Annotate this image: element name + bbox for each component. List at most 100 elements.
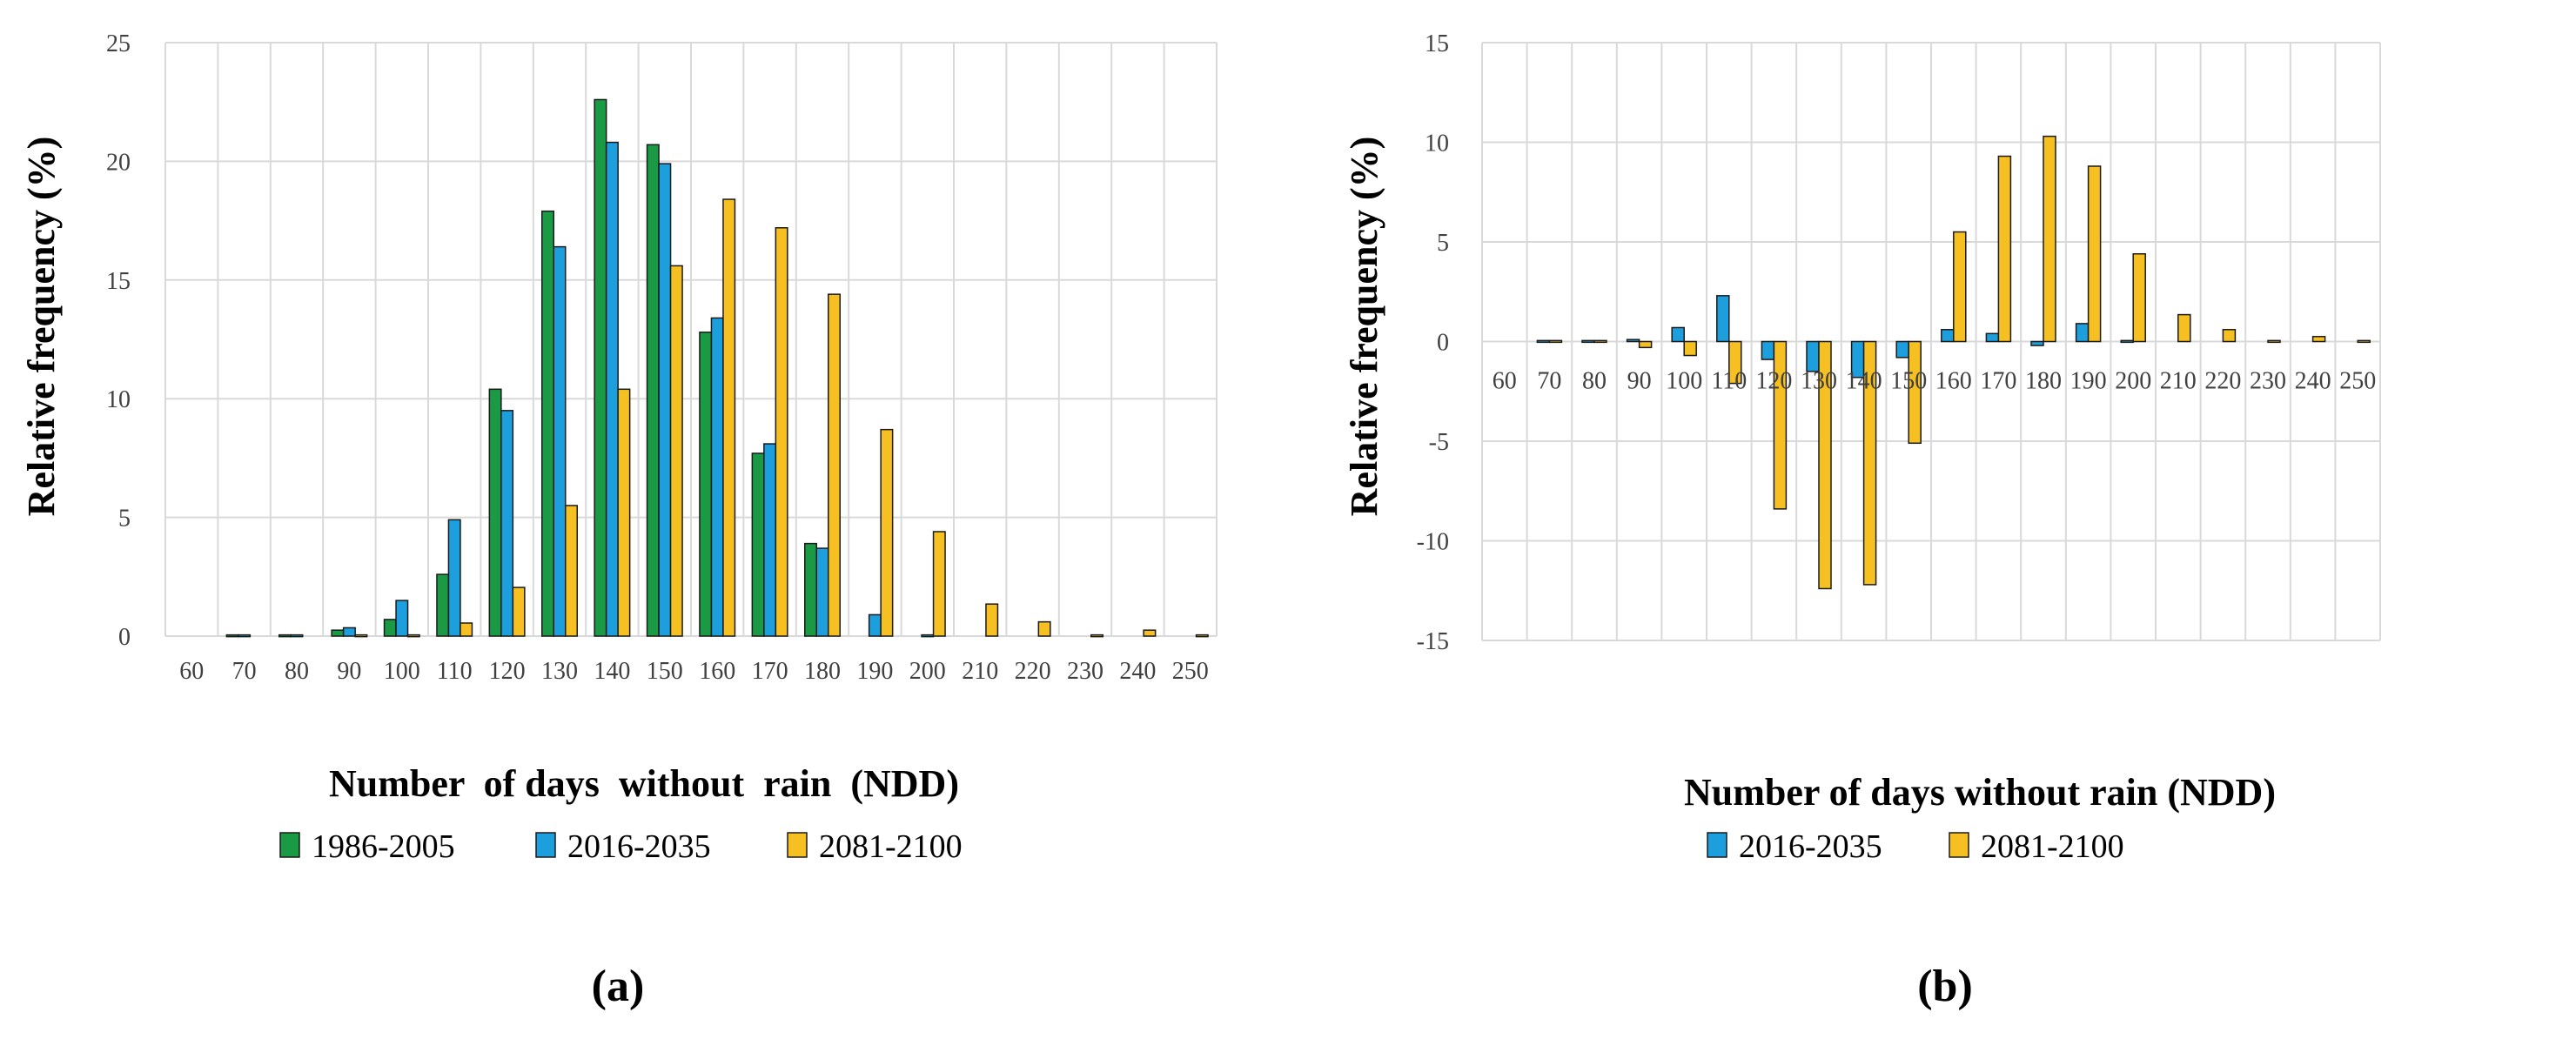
bar-2081-2100-200 (932, 531, 946, 637)
chart-a-x-tick-240: 240 (1119, 658, 1156, 685)
chart-a-y-tick-25: 25 (106, 30, 131, 57)
bar-2081-2100-140 (1862, 340, 1877, 586)
legend-label-2016-2035: 2016-2035 (567, 828, 711, 865)
bar-2081-2100-150 (669, 265, 683, 637)
bar-2081-2100-160 (722, 198, 736, 637)
bar-2081-2100-90 (1638, 340, 1653, 349)
bar-2081-2100-180 (828, 293, 841, 637)
chart-a-y-tick-labels: 0 5 10 15 20 25 (106, 30, 131, 651)
chart-panel-a: 0 5 10 15 20 25 60 70 80 90 100 110 120 130 140 150 160… (20, 30, 1218, 1011)
chart-b-x-tick-250: 250 (2339, 368, 2376, 395)
chart-b-x-tick-240: 240 (2295, 368, 2331, 395)
chart-b-x-tick-220: 220 (2204, 368, 2241, 395)
chart-b-x-tick-90: 90 (1627, 368, 1652, 395)
chart-b-x-tick-60: 60 (1493, 368, 1517, 395)
bar-2081-2100-220 (1037, 620, 1051, 637)
bar-1986-2005-140 (594, 98, 607, 637)
bar-2081-2100-160 (1953, 231, 1967, 343)
bar-2016-2035-90 (1626, 338, 1640, 343)
bar-2081-2100-190 (880, 428, 894, 637)
chart-b-x-tick-170: 170 (1980, 368, 2016, 395)
bar-2081-2100-210 (985, 603, 999, 637)
chart-b-y-axis-title: Relative frequency (%) (1343, 137, 1385, 517)
bar-2016-2035-170 (1985, 332, 2000, 343)
chart-b-x-tick-80: 80 (1582, 368, 1607, 395)
chart-b-legend: 2016-2035 2081-2100 (1707, 828, 2124, 865)
chart-a-x-tick-110: 110 (437, 658, 473, 685)
chart-b-y-tick-5: -5 (1429, 429, 1449, 456)
chart-a-gridlines (164, 42, 1218, 637)
bar-2016-2035-190 (868, 613, 882, 637)
chart-b-y-tick-10: 10 (1425, 131, 1449, 158)
bar-2016-2035-160 (710, 317, 724, 637)
chart-b-x-tick-200: 200 (2115, 368, 2151, 395)
bar-2081-2100-130 (565, 505, 578, 637)
chart-b-y-tick-15: 15 (1425, 30, 1449, 57)
bar-2016-2035-190 (2075, 323, 2090, 343)
bar-2016-2035-200 (2120, 339, 2134, 344)
chart-a-x-tick-150: 150 (647, 658, 683, 685)
chart-b-x-tick-70: 70 (1537, 368, 1561, 395)
chart-b-x-tick-110: 110 (1711, 368, 1747, 395)
chart-b-x-tick-120: 120 (1755, 368, 1792, 395)
chart-a-y-tick-5: 5 (118, 506, 131, 533)
bar-2081-2100-250 (2357, 339, 2371, 344)
bar-2081-2100-170 (1997, 155, 2012, 343)
chart-a-x-tick-200: 200 (909, 658, 946, 685)
legend-label-2081-2100: 2081-2100 (819, 828, 963, 865)
chart-b-x-tick-140: 140 (1846, 368, 1882, 395)
bar-2081-2100-180 (2043, 135, 2056, 343)
legend-swatch-2016-2035 (535, 832, 556, 858)
bar-1986-2005-130 (541, 210, 554, 637)
bar-2016-2035-170 (763, 443, 777, 637)
bar-2016-2035-160 (1941, 329, 1955, 343)
bar-2016-2035-70 (238, 633, 252, 638)
bar-1986-2005-70 (225, 633, 239, 638)
bar-1986-2005-90 (331, 629, 345, 637)
bar-2016-2035-130 (553, 245, 567, 637)
chart-a-y-tick-15: 15 (106, 268, 131, 295)
chart-panel-b: -15 -10 -5 0 5 10 15 60 70 80 90 100 110 120 130 140 15… (1343, 30, 2381, 1011)
bar-2081-2100-130 (1818, 340, 1832, 590)
legend-swatch-1986-2005 (279, 832, 300, 858)
bar-2081-2100-240 (2311, 336, 2326, 343)
bar-2081-2100-120 (512, 586, 526, 637)
chart-b-x-tick-210: 210 (2160, 368, 2197, 395)
bar-2081-2100-120 (1773, 340, 1788, 510)
bar-1986-2005-160 (699, 332, 713, 637)
chart-b-x-tick-230: 230 (2250, 368, 2286, 395)
bar-2081-2100-250 (1195, 633, 1209, 638)
bar-2081-2100-220 (2222, 329, 2237, 343)
bar-2016-2035-90 (342, 627, 356, 637)
bar-2081-2100-200 (2132, 252, 2146, 343)
chart-a-x-tick-250: 250 (1172, 658, 1209, 685)
chart-a-x-tick-170: 170 (752, 658, 788, 685)
bar-2081-2100-70 (1548, 339, 1563, 344)
chart-a-y-tick-20: 20 (106, 149, 131, 176)
chart-b-x-tick-190: 190 (2070, 368, 2107, 395)
chart-a-x-tick-90: 90 (337, 658, 361, 685)
chart-b-y-tick-labels: -15 -10 -5 0 5 10 15 (1417, 30, 1449, 655)
bar-2016-2035-100 (1671, 326, 1685, 343)
bar-2016-2035-120 (500, 410, 514, 637)
chart-b-x-tick-100: 100 (1666, 368, 1702, 395)
bar-2016-2035-70 (1536, 339, 1551, 344)
bar-2081-2100-240 (1143, 629, 1157, 637)
bar-2016-2035-150 (658, 163, 672, 637)
chart-a-x-tick-230: 230 (1067, 658, 1104, 685)
bar-1986-2005-110 (436, 573, 450, 637)
chart-a-x-tick-100: 100 (384, 658, 420, 685)
bar-2081-2100-170 (775, 227, 788, 637)
bar-2016-2035-110 (1716, 295, 1730, 343)
bar-2081-2100-110 (460, 622, 473, 637)
bar-2081-2100-80 (1593, 339, 1607, 344)
bar-2016-2035-140 (605, 141, 619, 637)
chart-a-y-tick-0: 0 (118, 624, 131, 651)
bar-1986-2005-170 (751, 452, 765, 637)
bar-2081-2100-110 (1728, 340, 1742, 385)
chart-b-y-tick-10: -10 (1417, 529, 1449, 556)
bar-2016-2035-80 (1581, 339, 1595, 344)
chart-a-x-tick-190: 190 (856, 658, 893, 685)
bar-2081-2100-230 (2267, 339, 2281, 344)
